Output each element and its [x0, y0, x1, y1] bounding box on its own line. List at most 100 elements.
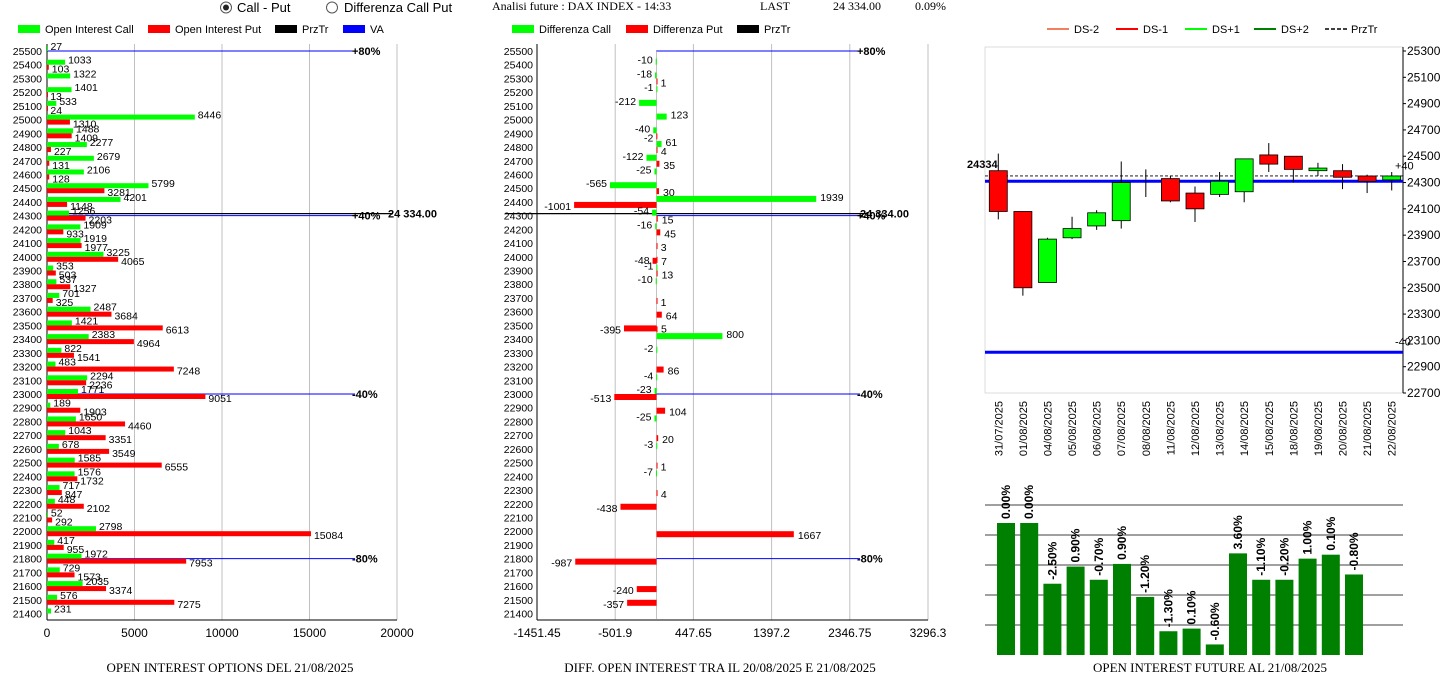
put-value-label: 128 [52, 173, 70, 185]
put-bar [47, 421, 126, 427]
strike-label: 25400 [504, 60, 533, 72]
diff-put-bar-label: 86 [668, 366, 680, 378]
future-oi-bar [1182, 628, 1201, 655]
strike-label: 22400 [504, 471, 533, 483]
va-label: -40% [352, 389, 378, 401]
date-label: 13/08/2025 [1215, 401, 1227, 456]
x-tick-label: 5000 [121, 626, 148, 640]
put-bar [47, 586, 107, 592]
diff-call-bar [656, 86, 658, 93]
strike-label: 24400 [13, 197, 42, 209]
diff-call-bar-label: -10 [638, 274, 653, 286]
call-value-label: 3225 [106, 247, 130, 259]
diff-put-bar [656, 243, 658, 250]
strike-label: 24800 [504, 142, 533, 154]
strike-label: 24600 [13, 169, 42, 181]
strike-label: 23200 [504, 362, 533, 374]
put-value-label: 1148 [70, 201, 93, 213]
diff-put-bar [614, 394, 657, 400]
call-bar [47, 320, 72, 326]
put-value-label: 3549 [112, 448, 136, 460]
put-bar [47, 311, 112, 317]
strike-label: 24100 [13, 238, 42, 250]
diff-call-bar-label: -7 [644, 466, 653, 478]
y-tick-label: 24300 [1407, 176, 1441, 190]
date-label: 07/08/2025 [1116, 401, 1128, 456]
candle-body [1161, 178, 1180, 202]
future-oi-bar [1020, 523, 1039, 655]
x-tick-label: 10000 [205, 626, 239, 640]
future-oi-label: 0.90% [1069, 528, 1083, 562]
call-bar [47, 128, 74, 134]
put-bar [47, 448, 110, 454]
put-bar [47, 352, 74, 358]
future-oi-label: -0.80% [1347, 532, 1361, 570]
diff-put-bar-label: -1001 [544, 201, 571, 213]
diff-put-bar [574, 201, 657, 208]
put-value-label: 1573 [78, 571, 102, 583]
legend-prztr: PrzTr [1351, 24, 1378, 36]
put-value-label: 2236 [89, 379, 113, 391]
call-bar [47, 142, 87, 148]
future-oi-label: 0.10% [1185, 590, 1199, 624]
diff-call-bar [610, 182, 657, 189]
right-label-minus: -40 [1395, 337, 1411, 349]
diff-call-bar [655, 223, 657, 230]
diff-put-bar-label: 64 [666, 311, 678, 323]
call-bar [47, 100, 57, 106]
call-bar [47, 389, 78, 394]
future-oi-chart: 0.00% 0.00% -2.50% 0.90% -0.70% 0.90% -1.20% -1… [985, 485, 1403, 655]
put-bar [47, 531, 311, 537]
future-oi-bar [1089, 579, 1108, 655]
date-label: 19/08/2025 [1313, 401, 1325, 456]
call-bar [47, 402, 51, 408]
diff-call-bar-label: -16 [637, 219, 652, 231]
candle-body [1308, 167, 1328, 172]
future-oi-label: -0.70% [1092, 537, 1106, 575]
strike-label: 21900 [13, 540, 42, 552]
diff-put-bar-label: 3 [661, 242, 667, 254]
diff-put-bar [656, 147, 658, 154]
diff-call-bar [654, 168, 657, 175]
diff-put-bar-label: 7 [661, 256, 667, 268]
call-bar [47, 594, 58, 600]
put-value-label: 292 [55, 516, 73, 528]
put-bar [47, 297, 53, 303]
call-bar [47, 46, 48, 51]
call-value-label: 701 [62, 288, 80, 300]
call-bar [47, 347, 62, 353]
candle-body [1013, 211, 1033, 289]
y-tick-label: 23900 [1407, 228, 1441, 242]
diff-put-bar [656, 297, 658, 304]
call-value-label: 8446 [198, 110, 222, 122]
diff-put-bar-extra [652, 257, 657, 264]
call-value-label: 448 [58, 494, 76, 506]
call-value-label: 1421 [75, 315, 99, 327]
strike-label: 23100 [504, 375, 533, 387]
future-oi-bar [1252, 579, 1271, 655]
put-bar [47, 558, 187, 564]
diff-put-bar-label: -438 [596, 503, 617, 515]
diff-call-bar-label: -18 [637, 68, 652, 80]
strike-label: 22700 [504, 430, 533, 442]
strike-label: 21600 [504, 581, 533, 593]
radio-differenza-call-put[interactable]: Differenza Call Put [326, 0, 453, 15]
candle-body [1062, 228, 1082, 239]
call-value-label: 5799 [151, 178, 175, 190]
strike-label: 22100 [13, 512, 42, 524]
call-value-label: 822 [64, 343, 82, 355]
legend-chart1: Open Interest Call Open Interest Put Prz… [18, 24, 385, 36]
strike-label: 23400 [13, 334, 42, 346]
strike-label: 24700 [504, 156, 533, 168]
strike-label: 23200 [13, 362, 42, 374]
strike-label: 25000 [13, 115, 42, 127]
strike-label: 24200 [504, 224, 533, 236]
strike-label: 23600 [504, 307, 533, 319]
diff-put-bar [656, 229, 661, 236]
radio-call-put[interactable]: Call - Put [220, 0, 291, 15]
put-value-label: 1903 [83, 407, 107, 419]
strike-label: 24500 [13, 183, 42, 195]
strike-label: 21400 [504, 609, 533, 621]
call-bar [47, 553, 82, 559]
call-bar [47, 292, 60, 298]
